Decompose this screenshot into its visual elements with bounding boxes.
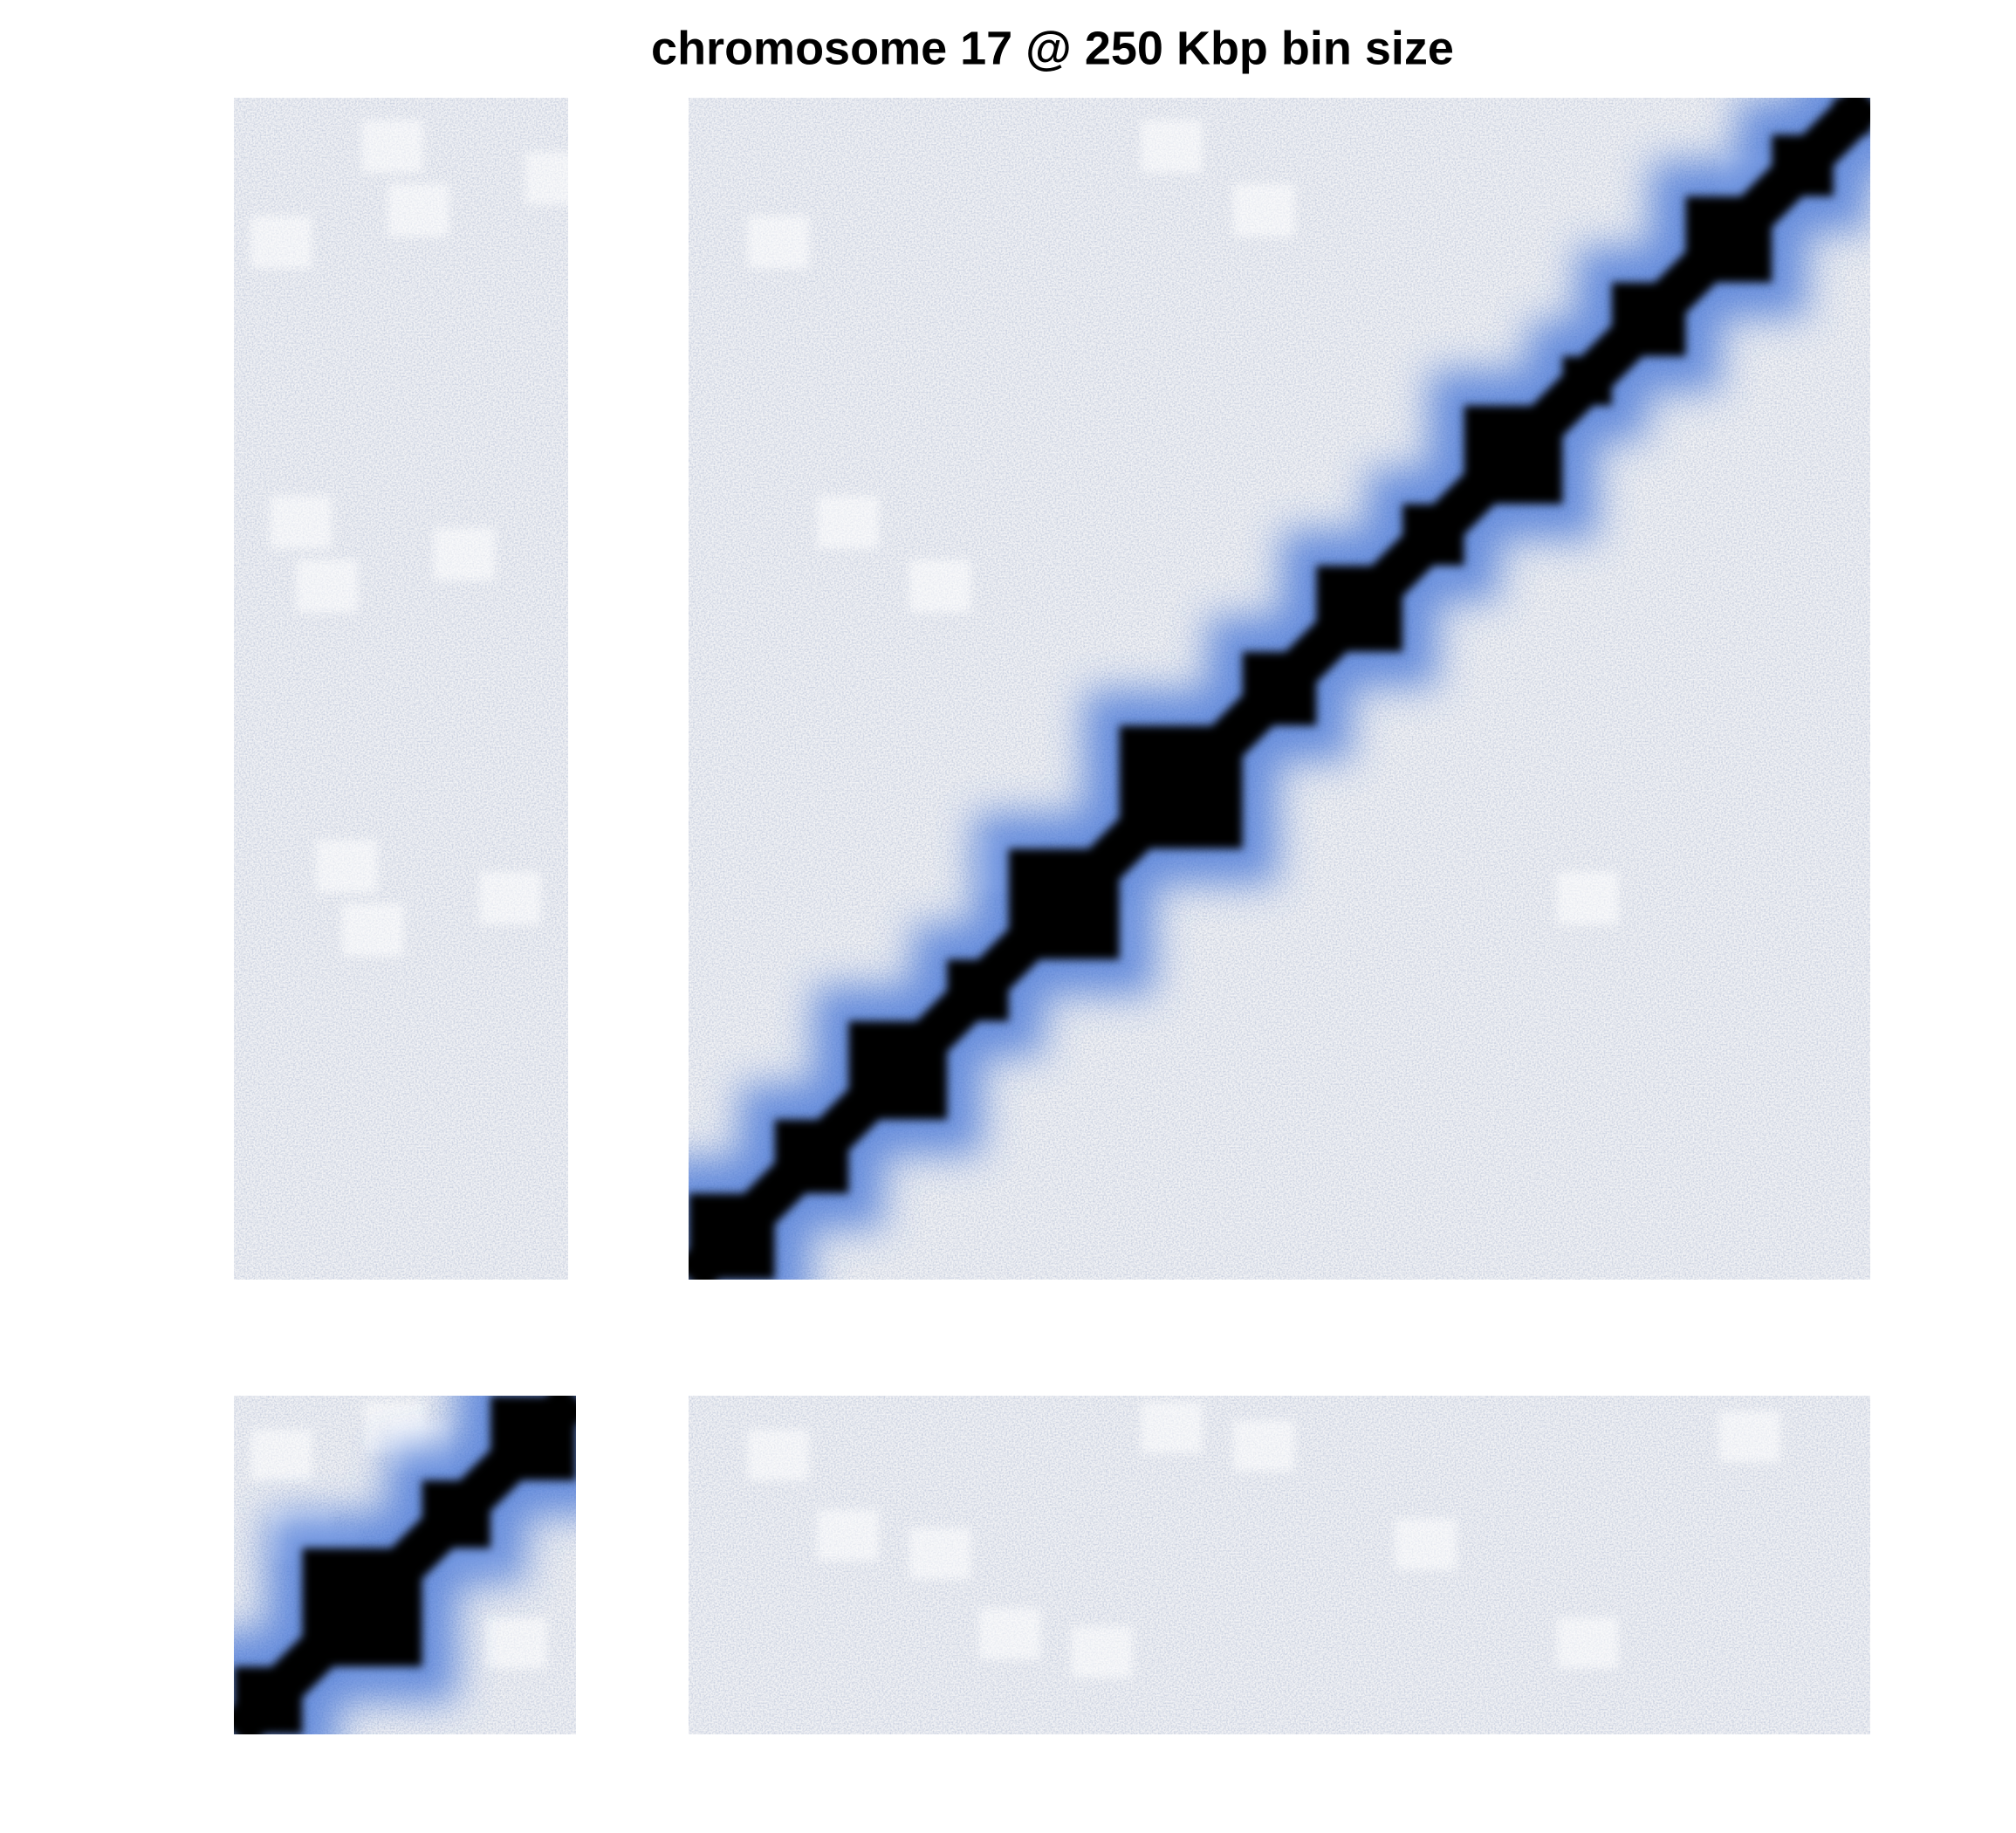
light-block: [365, 1402, 427, 1453]
diagonal-line: [234, 1396, 576, 1734]
light-block: [1141, 1402, 1203, 1453]
light-block: [1233, 1420, 1295, 1472]
light-block: [817, 496, 879, 549]
light-block: [361, 120, 423, 173]
light-block: [909, 560, 971, 613]
heatmap-panel: [234, 98, 568, 1280]
diagonal-core: [689, 98, 1870, 1280]
light-block: [909, 1528, 971, 1579]
panel-noise: [234, 98, 568, 1280]
light-block: [1233, 183, 1295, 237]
diagonal-line: [689, 98, 1870, 1280]
light-block: [979, 1608, 1041, 1659]
light-block: [817, 1509, 879, 1561]
light-block: [1395, 1519, 1457, 1570]
light-block: [1071, 1626, 1133, 1678]
light-block: [434, 527, 496, 580]
light-block: [1718, 1411, 1780, 1463]
light-block: [1557, 1617, 1619, 1669]
light-block: [296, 560, 358, 613]
heatmap-panel: [234, 1396, 576, 1734]
light-block: [316, 840, 378, 893]
light-block: [525, 152, 568, 205]
heatmap-panels: [234, 98, 1870, 1734]
light-block: [387, 183, 449, 237]
light-block: [479, 871, 541, 924]
heatmap-panel: [689, 1396, 1870, 1734]
chart-title: chromosome 17 @ 250 Kbp bin size: [651, 22, 1454, 74]
light-block: [342, 903, 404, 957]
light-block: [270, 496, 332, 549]
light-block: [485, 1617, 547, 1669]
light-block: [1141, 120, 1203, 173]
heatmap-panel: [689, 98, 1870, 1280]
light-block: [250, 1429, 312, 1480]
diagonal-core: [234, 1396, 576, 1734]
light-block: [1557, 871, 1619, 924]
light-block: [747, 216, 809, 269]
light-block: [250, 216, 312, 269]
light-block: [747, 1429, 809, 1480]
